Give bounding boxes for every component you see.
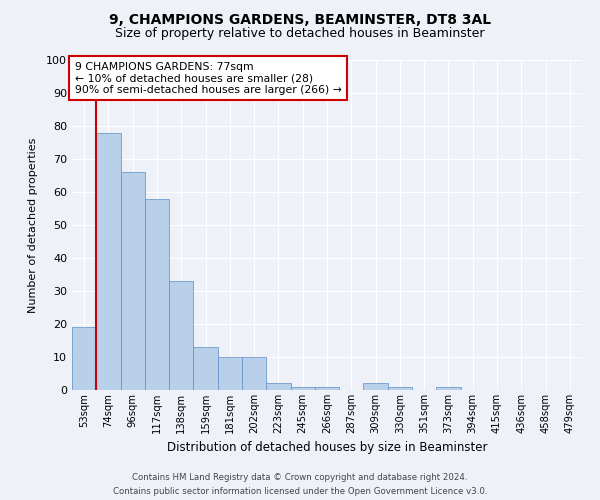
Bar bbox=[315, 386, 339, 390]
X-axis label: Distribution of detached houses by size in Beaminster: Distribution of detached houses by size … bbox=[167, 442, 487, 454]
Text: 9 CHAMPIONS GARDENS: 77sqm
← 10% of detached houses are smaller (28)
90% of semi: 9 CHAMPIONS GARDENS: 77sqm ← 10% of deta… bbox=[74, 62, 341, 95]
Bar bbox=[121, 172, 145, 390]
Text: Contains HM Land Registry data © Crown copyright and database right 2024.: Contains HM Land Registry data © Crown c… bbox=[132, 473, 468, 482]
Bar bbox=[145, 198, 169, 390]
Bar bbox=[388, 386, 412, 390]
Text: Size of property relative to detached houses in Beaminster: Size of property relative to detached ho… bbox=[115, 28, 485, 40]
Bar bbox=[72, 328, 96, 390]
Bar bbox=[169, 281, 193, 390]
Bar bbox=[242, 357, 266, 390]
Bar bbox=[436, 386, 461, 390]
Text: Contains public sector information licensed under the Open Government Licence v3: Contains public sector information licen… bbox=[113, 486, 487, 496]
Bar bbox=[193, 347, 218, 390]
Bar bbox=[364, 384, 388, 390]
Y-axis label: Number of detached properties: Number of detached properties bbox=[28, 138, 38, 312]
Bar bbox=[266, 384, 290, 390]
Bar bbox=[290, 386, 315, 390]
Bar bbox=[218, 357, 242, 390]
Text: 9, CHAMPIONS GARDENS, BEAMINSTER, DT8 3AL: 9, CHAMPIONS GARDENS, BEAMINSTER, DT8 3A… bbox=[109, 12, 491, 26]
Bar bbox=[96, 132, 121, 390]
